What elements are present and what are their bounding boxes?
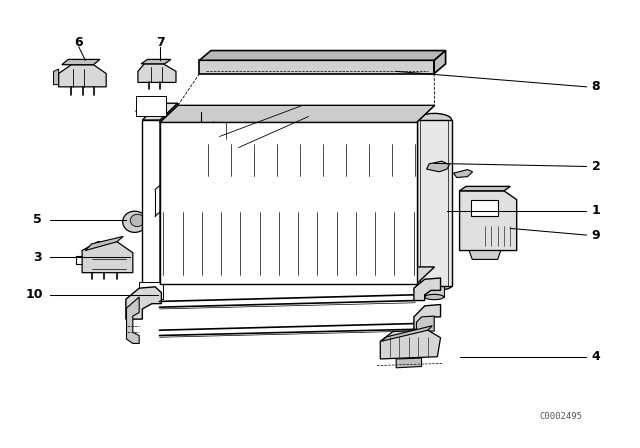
Polygon shape (471, 200, 498, 216)
Text: 10: 10 (26, 289, 44, 302)
Polygon shape (142, 103, 178, 120)
Polygon shape (85, 237, 124, 250)
Polygon shape (414, 278, 440, 301)
Polygon shape (414, 305, 440, 329)
Ellipse shape (423, 143, 445, 150)
Polygon shape (396, 358, 422, 368)
Text: 7: 7 (156, 36, 164, 49)
Polygon shape (427, 161, 449, 172)
Polygon shape (380, 330, 440, 359)
Ellipse shape (417, 113, 452, 127)
Ellipse shape (417, 281, 452, 290)
Polygon shape (62, 60, 100, 65)
Polygon shape (460, 191, 516, 250)
Text: 8: 8 (591, 80, 600, 93)
Text: 4: 4 (591, 350, 600, 363)
Text: C0002495: C0002495 (540, 412, 582, 421)
Polygon shape (54, 69, 59, 85)
Text: 5: 5 (33, 213, 42, 226)
Text: 9: 9 (591, 228, 600, 241)
Polygon shape (139, 281, 163, 299)
Polygon shape (454, 170, 472, 177)
Polygon shape (136, 96, 166, 116)
Polygon shape (460, 186, 510, 191)
Text: 1: 1 (591, 204, 600, 217)
Text: 2: 2 (591, 160, 600, 173)
Ellipse shape (123, 211, 147, 233)
Bar (425, 284, 444, 297)
Polygon shape (434, 51, 445, 73)
Polygon shape (160, 105, 435, 122)
Polygon shape (417, 316, 434, 331)
Bar (423, 146, 445, 155)
Polygon shape (381, 326, 432, 341)
Polygon shape (200, 51, 445, 60)
Polygon shape (160, 267, 435, 284)
Ellipse shape (425, 294, 444, 300)
Polygon shape (126, 287, 161, 319)
Polygon shape (141, 60, 171, 64)
Text: 3: 3 (33, 251, 42, 264)
Polygon shape (469, 250, 501, 259)
Polygon shape (127, 297, 139, 344)
Text: 6: 6 (75, 36, 83, 49)
Polygon shape (82, 242, 133, 273)
Polygon shape (200, 60, 434, 73)
Polygon shape (160, 103, 178, 286)
Polygon shape (138, 64, 176, 82)
Polygon shape (160, 105, 435, 122)
Polygon shape (417, 120, 452, 286)
Ellipse shape (131, 214, 144, 227)
Polygon shape (142, 120, 160, 286)
Polygon shape (59, 65, 106, 87)
Polygon shape (160, 122, 417, 284)
